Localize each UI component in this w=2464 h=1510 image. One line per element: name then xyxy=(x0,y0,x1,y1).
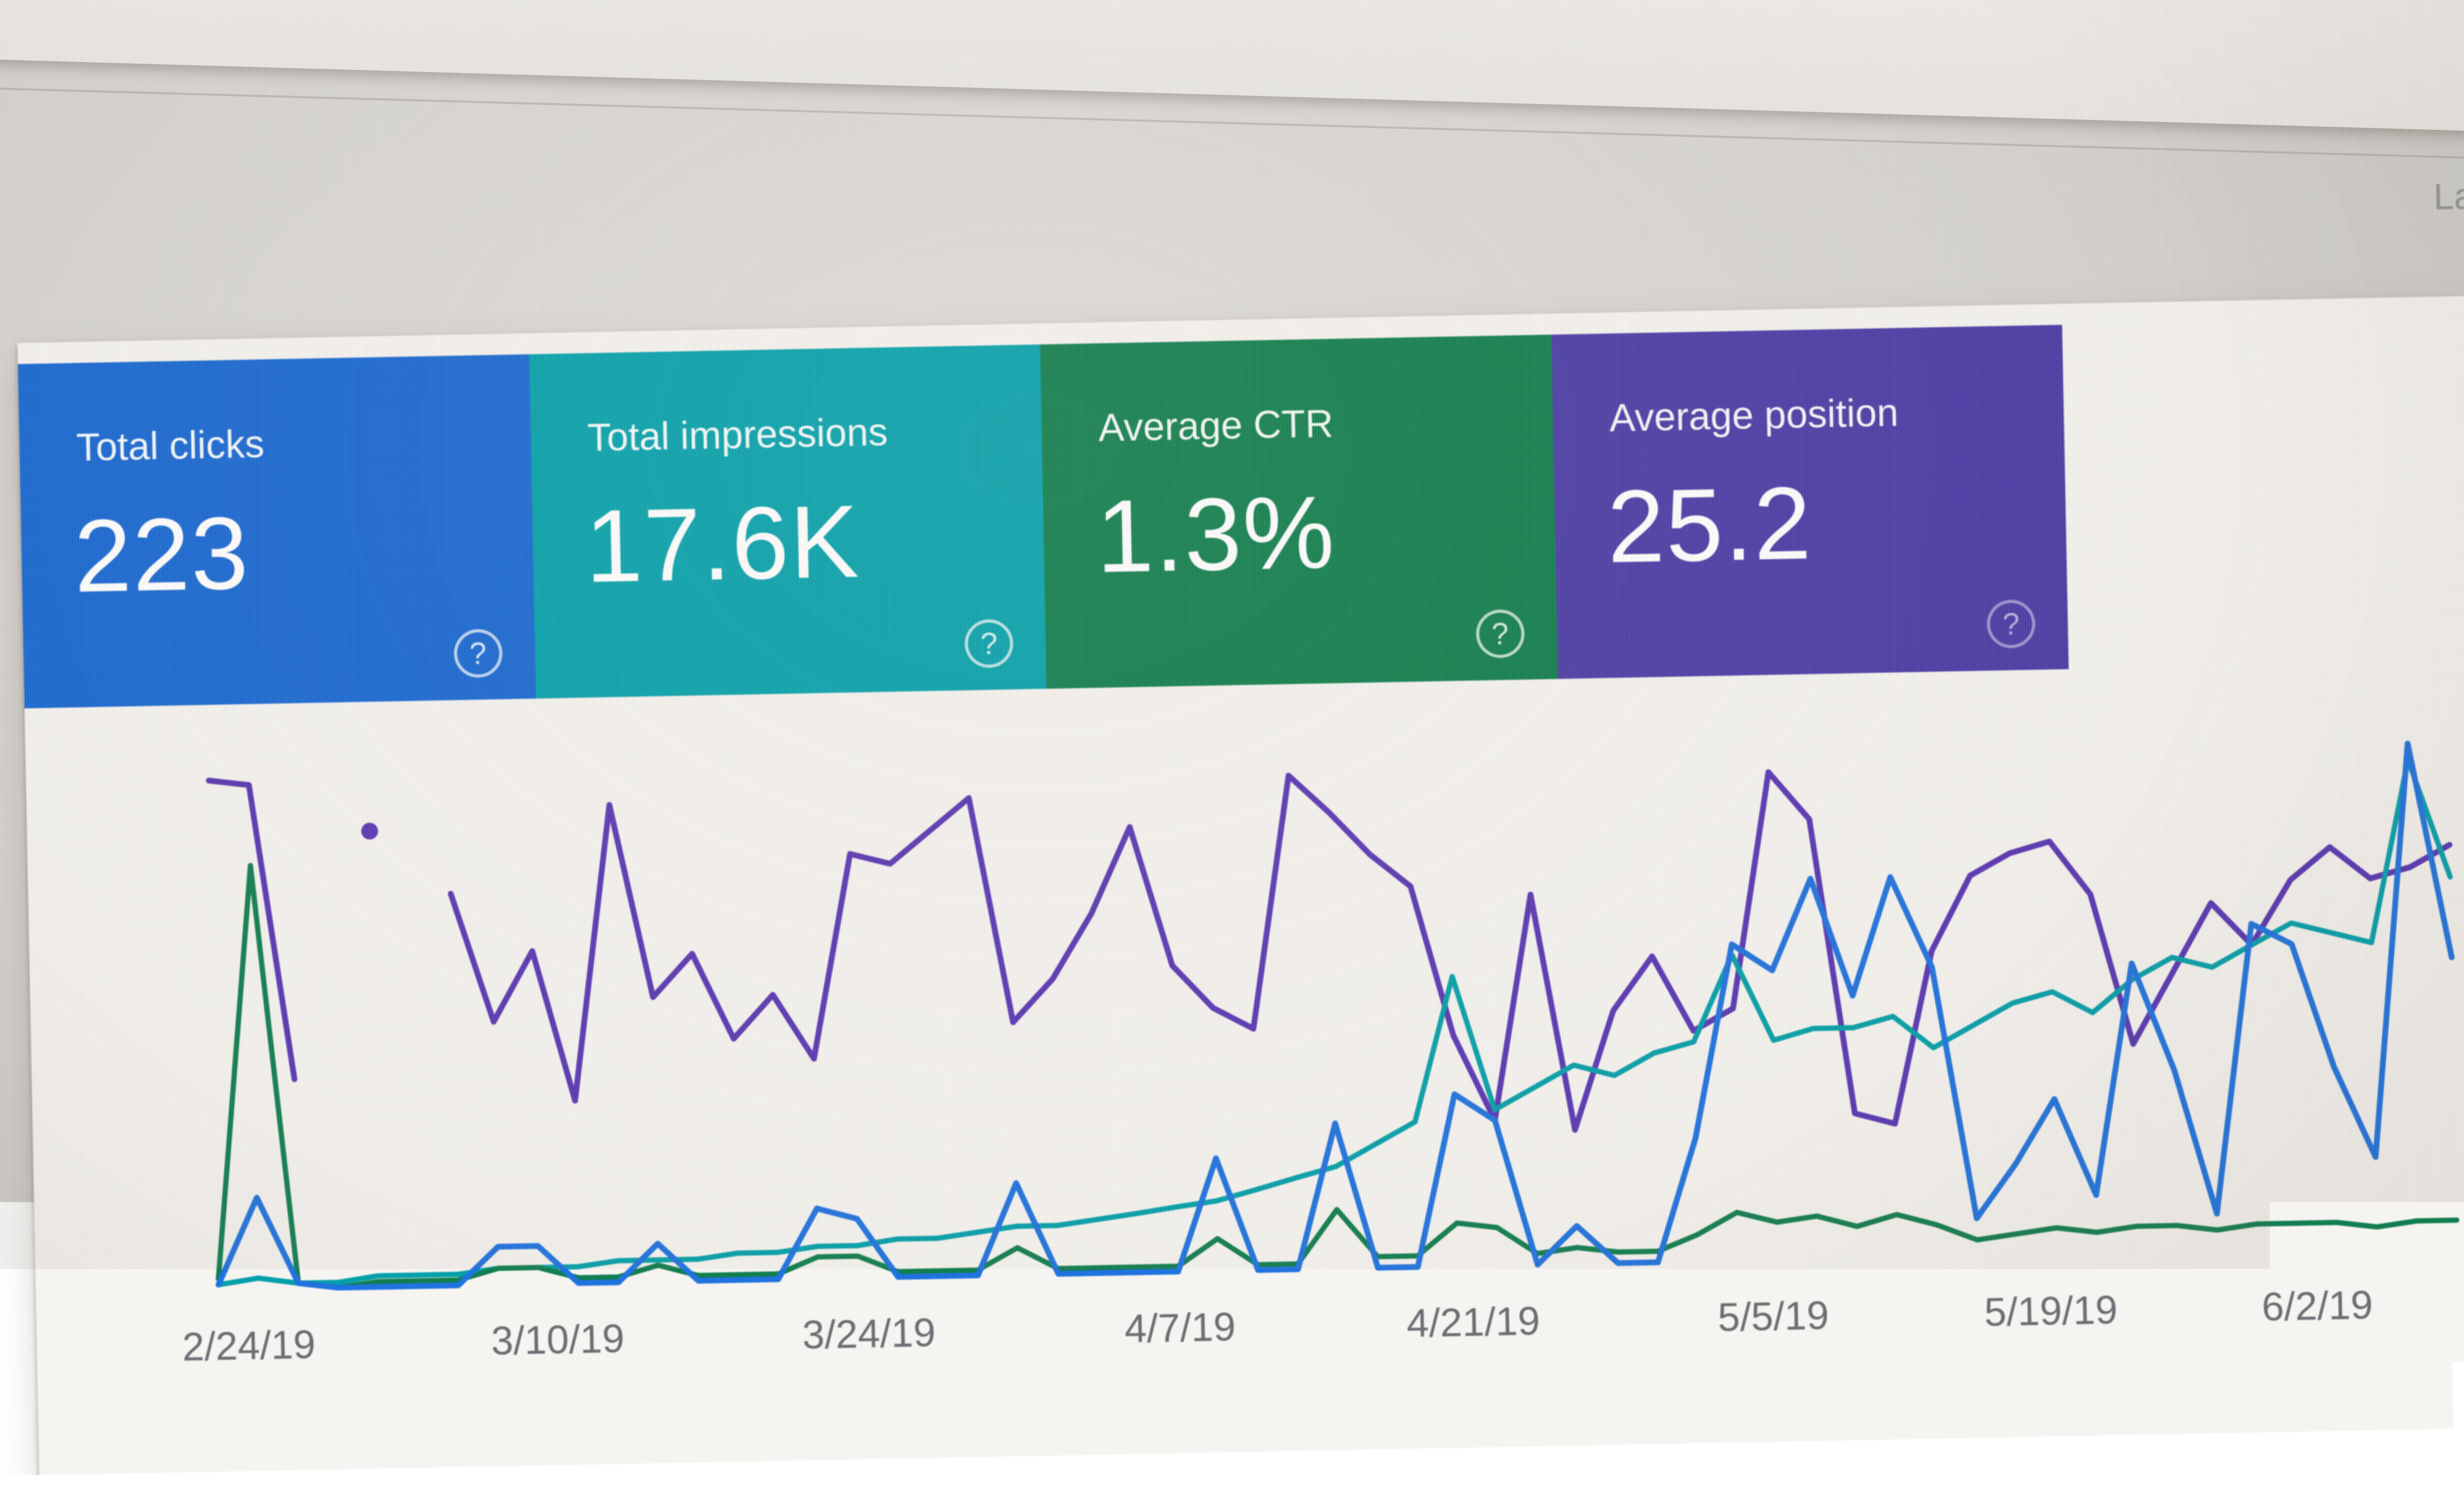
average-position-label: Average position xyxy=(1609,390,1898,441)
filter-chips-row: type: Web Date: Last 6 months xyxy=(0,118,917,241)
total-clicks-label: Total clicks xyxy=(76,422,264,470)
metric-cards-row: Total clicks 223 ? Total impressions 17.… xyxy=(18,325,2069,709)
date-range-filter-chip[interactable]: Date: Last 6 months xyxy=(378,118,917,232)
average-ctr-value: 1.3% xyxy=(1095,473,1337,596)
x-axis-label: 5/5/19 xyxy=(1717,1293,1829,1341)
date-range-filter-label: Date: Last 6 months xyxy=(429,148,797,202)
average-ctr-card[interactable]: Average CTR 1.3% ? xyxy=(1040,334,1558,689)
search-console-app: type: Web Date: Last 6 months NEW La Tot… xyxy=(0,0,2464,1508)
search-type-filter-label: type: Web xyxy=(26,159,211,211)
total-clicks-value: 223 xyxy=(73,494,250,615)
average-ctr-label: Average CTR xyxy=(1098,401,1333,450)
x-axis-label: 2/24/19 xyxy=(182,1322,316,1370)
help-icon[interactable]: ? xyxy=(453,629,502,678)
x-axis-label: 4/7/19 xyxy=(1124,1304,1236,1352)
performance-chart[interactable] xyxy=(208,695,2458,1338)
performance-panel: Total clicks 223 ? Total impressions 17.… xyxy=(17,293,2464,1477)
average-position-value: 25.2 xyxy=(1606,464,1813,586)
search-type-filter-chip[interactable]: type: Web xyxy=(0,129,331,241)
new-filter-label: NEW xyxy=(944,141,1058,195)
last-updated-text-partial: La xyxy=(2433,175,2464,218)
help-icon[interactable]: ? xyxy=(964,619,1014,668)
x-axis-label: 3/24/19 xyxy=(802,1310,936,1358)
plus-icon xyxy=(856,145,908,196)
edit-pencil-icon xyxy=(242,163,280,201)
average-position-card[interactable]: Average position 25.2 ? xyxy=(1551,325,2069,679)
help-icon[interactable]: ? xyxy=(1475,609,1525,659)
x-axis-label: 6/2/19 xyxy=(2261,1282,2373,1330)
x-axis-label: 5/19/19 xyxy=(1984,1287,2118,1335)
new-filter-button[interactable]: NEW xyxy=(856,141,1058,196)
x-axis-label: 4/21/19 xyxy=(1406,1298,1541,1346)
total-clicks-card[interactable]: Total clicks 223 ? xyxy=(18,354,536,709)
x-axis-label: 3/10/19 xyxy=(491,1316,625,1364)
total-impressions-value: 17.6K xyxy=(584,482,860,606)
help-icon[interactable]: ? xyxy=(1986,599,2036,649)
total-impressions-label: Total impressions xyxy=(587,410,888,460)
total-impressions-card[interactable]: Total impressions 17.6K ? xyxy=(529,344,1046,699)
